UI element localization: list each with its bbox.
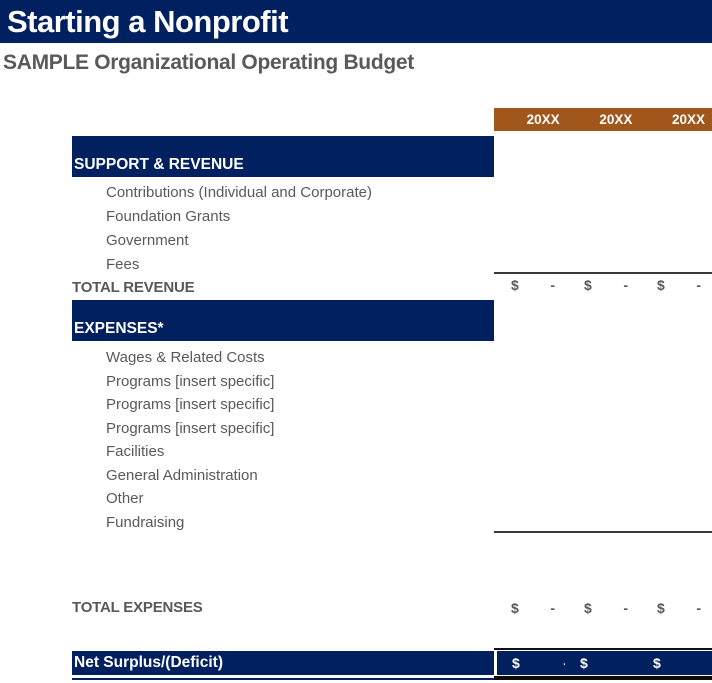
section-header-revenue-label: SUPPORT & REVENUE	[74, 156, 244, 173]
currency-symbol: $	[584, 277, 592, 293]
net-bottom-line-label	[72, 678, 494, 680]
page-subtitle: SAMPLE Organizational Operating Budget	[3, 51, 414, 74]
total-revenue-values: $ - $ - $ -	[494, 272, 712, 296]
currency-symbol: $	[511, 600, 519, 616]
year-header-col3: 20XX	[671, 112, 706, 127]
amount-value: -	[623, 277, 628, 293]
revenue-item: Fees	[106, 256, 140, 273]
section-header-expenses: EXPENSES*	[72, 300, 494, 341]
year-header-row: 20XX 20XX 20XX	[494, 108, 712, 131]
net-bottom-line-values	[494, 676, 712, 680]
page-title: Starting a Nonprofit	[7, 4, 289, 39]
section-header-revenue: SUPPORT & REVENUE	[72, 136, 494, 177]
currency-symbol: $	[580, 655, 588, 671]
section-header-expenses-label: EXPENSES*	[74, 320, 164, 337]
revenue-item: Government	[106, 232, 189, 249]
currency-symbol: $	[584, 600, 592, 616]
currency-symbol: $	[511, 277, 519, 293]
net-surplus-cell-year1[interactable]: $ -	[497, 651, 576, 675]
total-expenses-values: $ - $ - $ -	[494, 597, 712, 619]
currency-symbol: $	[657, 600, 665, 616]
total-revenue-cell-year3[interactable]: $ -	[640, 274, 712, 296]
expense-item: Programs [insert specific]	[106, 373, 275, 390]
revenue-item: Contributions (Individual and Corporate)	[106, 184, 372, 201]
total-revenue-cell-year2[interactable]: $ -	[567, 274, 640, 296]
net-surplus-cell-year3[interactable]: $ -	[638, 651, 712, 675]
total-revenue-label: TOTAL REVENUE	[72, 279, 195, 296]
expense-item: Facilities	[106, 443, 165, 460]
amount-value: -	[696, 600, 701, 616]
total-expenses-cell-year2[interactable]: $ -	[567, 597, 640, 619]
expense-item: Fundraising	[106, 514, 185, 531]
expense-item: Programs [insert specific]	[106, 396, 275, 413]
currency-symbol: $	[512, 655, 520, 671]
expense-item: Programs [insert specific]	[106, 420, 275, 437]
expenses-sum-line	[494, 531, 712, 533]
year-header-col1: 20XX	[526, 112, 560, 127]
title-banner: Starting a Nonprofit	[0, 0, 712, 43]
total-revenue-cell-year1[interactable]: $ -	[494, 274, 567, 296]
expense-item: General Administration	[106, 467, 258, 484]
expense-item: Other	[106, 490, 144, 507]
year-header-col2: 20XX	[599, 112, 633, 127]
total-expenses-label: TOTAL EXPENSES	[72, 599, 203, 616]
revenue-item: Foundation Grants	[106, 208, 231, 225]
currency-symbol: $	[653, 655, 661, 671]
amount-value: -	[550, 277, 555, 293]
net-top-border	[494, 648, 712, 650]
total-expenses-cell-year1[interactable]: $ -	[494, 597, 567, 619]
total-expenses-cell-year3[interactable]: $ -	[640, 597, 712, 619]
currency-symbol: $	[657, 277, 665, 293]
net-surplus-row: Net Surplus/(Deficit)	[72, 651, 494, 675]
expense-item: Wages & Related Costs	[106, 349, 265, 366]
amount-value: -	[696, 277, 701, 293]
amount-value: -	[550, 600, 555, 616]
net-surplus-label: Net Surplus/(Deficit)	[74, 654, 223, 671]
amount-value: -	[623, 600, 628, 616]
